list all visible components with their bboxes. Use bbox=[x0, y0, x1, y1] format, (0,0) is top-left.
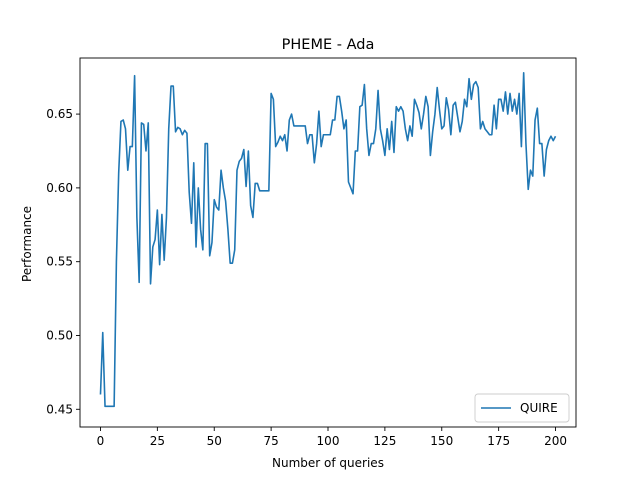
series-line-quire bbox=[99, 71, 557, 408]
plot-frame bbox=[79, 57, 577, 428]
x-tick-label: 50 bbox=[207, 434, 222, 448]
x-tick-label: 200 bbox=[544, 434, 567, 448]
x-axis-ticks: 0 25 50 75 100 125 150 175 200 bbox=[97, 427, 567, 448]
x-tick-label: 100 bbox=[317, 434, 340, 448]
y-axis-ticks: 0.45 0.50 0.55 0.60 0.65 bbox=[46, 107, 80, 416]
y-tick-label: 0.50 bbox=[46, 328, 73, 342]
x-axis-label: Number of queries bbox=[272, 456, 384, 470]
x-tick-label: 75 bbox=[263, 434, 278, 448]
legend-label-quire: QUIRE bbox=[520, 401, 558, 415]
x-tick-label: 125 bbox=[373, 434, 396, 448]
x-tick-label: 175 bbox=[487, 434, 510, 448]
legend: QUIRE bbox=[474, 393, 570, 423]
legend-box bbox=[474, 393, 570, 423]
x-tick-label: 150 bbox=[430, 434, 453, 448]
y-tick-label: 0.55 bbox=[46, 255, 73, 269]
x-tick-label: 0 bbox=[97, 434, 105, 448]
y-axis-label: Performance bbox=[20, 206, 34, 282]
y-tick-label: 0.65 bbox=[46, 107, 73, 121]
y-tick-label: 0.60 bbox=[46, 181, 73, 195]
chart-title: PHEME - Ada bbox=[282, 37, 375, 53]
y-tick-label: 0.45 bbox=[46, 402, 73, 416]
x-tick-label: 25 bbox=[150, 434, 165, 448]
